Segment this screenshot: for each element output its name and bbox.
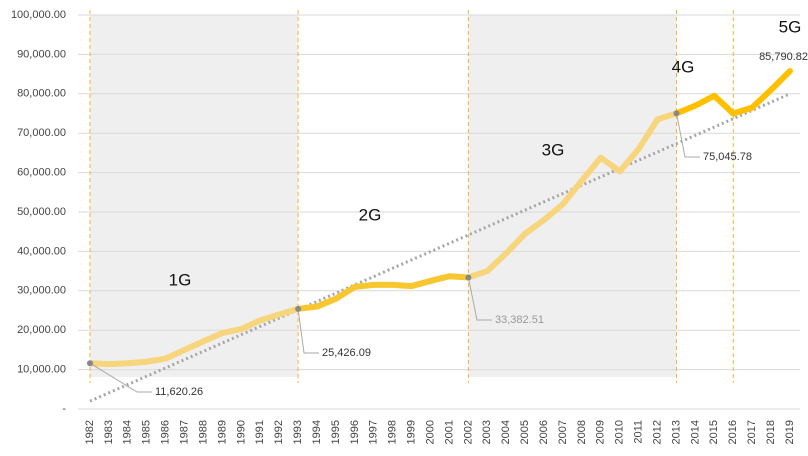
- annotation-label: 75,045.78: [703, 151, 752, 163]
- x-tick-label: 2017: [746, 420, 758, 444]
- x-tick-label: 1992: [273, 420, 285, 444]
- x-tick-label: 2014: [689, 420, 701, 444]
- y-tick-label: 70,000.00: [17, 127, 66, 139]
- x-tick-label: 1988: [197, 420, 209, 444]
- line-segment: [295, 273, 472, 312]
- x-tick-label: 2018: [765, 420, 777, 444]
- annotation-point: [465, 274, 472, 281]
- x-tick-label: 1995: [330, 420, 342, 444]
- x-tick-label: 1986: [160, 420, 172, 444]
- x-tick-label: 1984: [122, 420, 134, 444]
- y-tick-label: 50,000.00: [17, 206, 66, 218]
- x-tick-label: 2016: [727, 420, 739, 444]
- x-tick-label: 1987: [179, 420, 191, 444]
- x-tick-label: 2013: [670, 420, 682, 444]
- annotation-label: 33,382.51: [495, 314, 544, 326]
- x-tick-label: 2007: [557, 420, 569, 444]
- x-tick-label: 1990: [235, 420, 247, 444]
- x-tick-label: 1994: [311, 420, 323, 444]
- x-tick-label: 1985: [141, 420, 153, 444]
- era-label: 4G: [672, 57, 695, 76]
- y-tick-label: 40,000.00: [17, 245, 66, 257]
- leader-line: [297, 308, 319, 354]
- y-tick-label: 20,000.00: [17, 324, 66, 336]
- x-tick-label: 2008: [576, 420, 588, 444]
- x-tick-label: 2012: [651, 420, 663, 444]
- x-tick-label: 2003: [481, 420, 493, 444]
- annotation-point: [673, 110, 680, 117]
- era-label: 2G: [359, 205, 382, 224]
- annotation-label: 85,790.82: [759, 51, 808, 63]
- annotation-point: [295, 305, 302, 312]
- x-tick-label: 2011: [633, 420, 645, 444]
- annotation-point: [87, 360, 93, 367]
- line-segment: [465, 110, 680, 281]
- x-tick-label: 2002: [462, 420, 474, 444]
- x-tick-label: 2015: [708, 420, 720, 444]
- line-segment: [87, 305, 302, 368]
- x-tick-label: 2006: [538, 420, 550, 444]
- leader-line: [675, 113, 700, 158]
- x-tick-label: 2005: [519, 420, 531, 444]
- y-tick-label: 90,000.00: [17, 48, 66, 60]
- x-tick-label: 1999: [406, 420, 418, 444]
- x-tick-label: 1983: [103, 420, 115, 444]
- x-tick-label: 2019: [784, 420, 796, 444]
- line-segment: [730, 67, 793, 117]
- y-tick-label: 10,000.00: [17, 364, 66, 376]
- x-tick-label: 2001: [443, 420, 455, 444]
- era-label: 3G: [542, 140, 565, 159]
- leader-line: [467, 277, 492, 321]
- line-segment: [673, 92, 737, 117]
- x-tick-label: 2004: [500, 420, 512, 444]
- y-tick-label: 100,000.00: [11, 9, 66, 21]
- x-tick-label: 1997: [368, 420, 380, 444]
- y-tick-label: -: [62, 403, 66, 415]
- leader-line: [89, 362, 152, 393]
- x-tick-label: 2000: [424, 420, 436, 444]
- x-tick-label: 1993: [292, 420, 304, 444]
- era-label: 1G: [169, 270, 192, 289]
- annotation-label: 11,620.26: [155, 386, 203, 398]
- y-tick-label: 80,000.00: [17, 88, 66, 100]
- annotation-label: 25,426.09: [322, 347, 371, 359]
- x-tick-label: 1982: [84, 420, 96, 444]
- x-tick-label: 2009: [595, 420, 607, 444]
- y-tick-label: 60,000.00: [17, 167, 66, 179]
- x-tick-label: 1991: [254, 420, 266, 444]
- x-tick-label: 1989: [216, 420, 228, 444]
- x-tick-label: 2010: [614, 420, 626, 444]
- y-tick-label: 30,000.00: [17, 285, 66, 297]
- x-tick-label: 1998: [387, 420, 399, 444]
- era-label: 5G: [779, 17, 802, 36]
- x-tick-label: 1996: [349, 420, 361, 444]
- era-shade: [90, 15, 299, 377]
